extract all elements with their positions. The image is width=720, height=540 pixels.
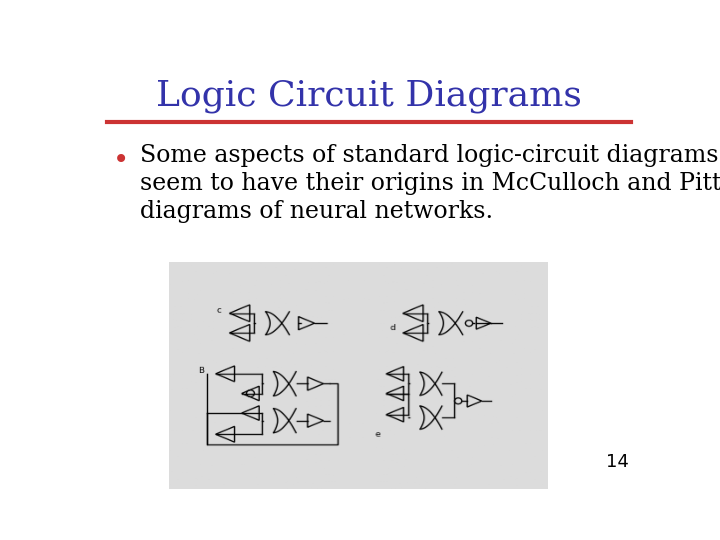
Text: •: • [112, 146, 129, 174]
Text: Logic Circuit Diagrams: Logic Circuit Diagrams [156, 79, 582, 113]
Text: diagrams of neural networks.: diagrams of neural networks. [140, 200, 493, 224]
Text: seem to have their origins in McCulloch and Pitt’s: seem to have their origins in McCulloch … [140, 172, 720, 195]
Text: 14: 14 [606, 454, 629, 471]
Text: Some aspects of standard logic-circuit diagrams: Some aspects of standard logic-circuit d… [140, 144, 719, 167]
